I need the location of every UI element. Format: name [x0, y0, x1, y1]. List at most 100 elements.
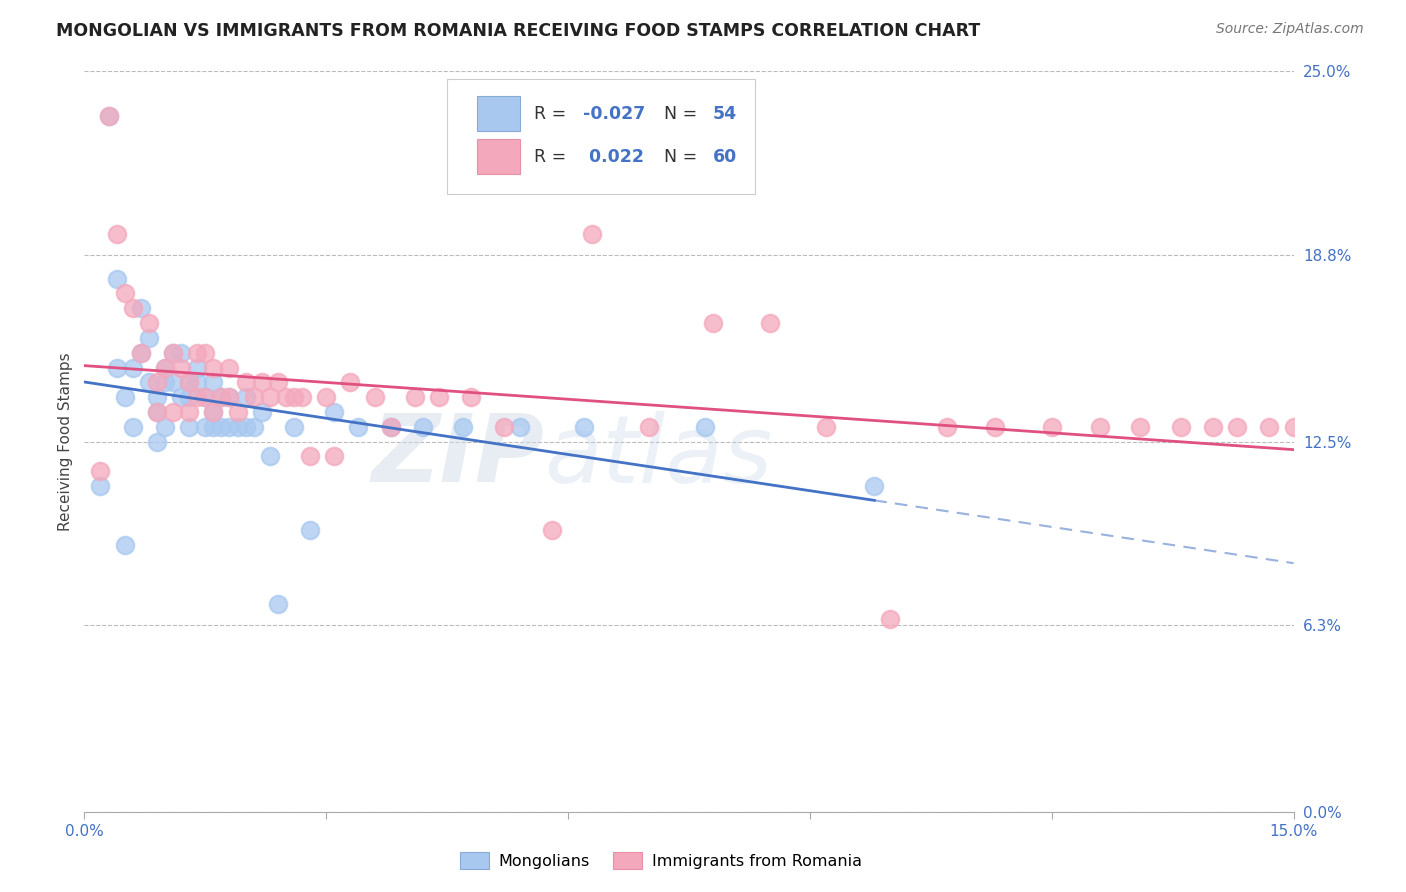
- Point: [179, 405, 201, 419]
- Text: 54: 54: [713, 104, 737, 122]
- Point: [218, 390, 240, 404]
- Point: [1088, 419, 1111, 434]
- Point: [153, 360, 176, 375]
- Point: [242, 390, 264, 404]
- Point: [97, 109, 120, 123]
- Point: [179, 376, 201, 390]
- Point: [315, 390, 337, 404]
- Point: [323, 450, 346, 464]
- Point: [121, 360, 143, 375]
- Y-axis label: Receiving Food Stamps: Receiving Food Stamps: [58, 352, 73, 531]
- Point: [138, 316, 160, 330]
- Point: [97, 109, 120, 123]
- Point: [105, 227, 128, 242]
- Point: [259, 390, 281, 404]
- Text: ZIP: ZIP: [371, 410, 544, 502]
- Point: [509, 419, 531, 434]
- Point: [451, 419, 474, 434]
- Point: [339, 376, 361, 390]
- Point: [250, 405, 273, 419]
- Point: [1202, 419, 1225, 434]
- FancyBboxPatch shape: [447, 78, 755, 194]
- Point: [170, 345, 193, 359]
- Point: [162, 405, 184, 419]
- Point: [863, 479, 886, 493]
- Point: [202, 419, 225, 434]
- Point: [1258, 419, 1281, 434]
- Point: [283, 419, 305, 434]
- Point: [291, 390, 314, 404]
- Point: [1226, 419, 1249, 434]
- Point: [218, 390, 240, 404]
- Point: [235, 376, 257, 390]
- Point: [202, 376, 225, 390]
- Point: [138, 331, 160, 345]
- Point: [758, 316, 780, 330]
- Point: [89, 464, 111, 478]
- Point: [121, 419, 143, 434]
- Point: [146, 376, 169, 390]
- Point: [170, 390, 193, 404]
- Point: [814, 419, 837, 434]
- Point: [186, 376, 208, 390]
- Point: [105, 360, 128, 375]
- Point: [984, 419, 1007, 434]
- Point: [153, 360, 176, 375]
- Point: [267, 376, 290, 390]
- Point: [1282, 419, 1305, 434]
- Point: [114, 390, 136, 404]
- Point: [235, 390, 257, 404]
- Point: [218, 419, 240, 434]
- Point: [179, 390, 201, 404]
- Point: [146, 405, 169, 419]
- Point: [259, 450, 281, 464]
- Point: [209, 390, 232, 404]
- Point: [146, 434, 169, 449]
- Text: N =: N =: [652, 147, 703, 166]
- Point: [162, 376, 184, 390]
- Point: [274, 390, 297, 404]
- Point: [637, 419, 659, 434]
- Point: [186, 390, 208, 404]
- Point: [693, 419, 716, 434]
- Point: [209, 390, 232, 404]
- Point: [114, 286, 136, 301]
- Point: [202, 405, 225, 419]
- Point: [179, 376, 201, 390]
- Point: [162, 345, 184, 359]
- Point: [226, 419, 249, 434]
- Text: 0.022: 0.022: [582, 147, 644, 166]
- Text: Source: ZipAtlas.com: Source: ZipAtlas.com: [1216, 22, 1364, 37]
- Point: [299, 524, 322, 538]
- Point: [267, 598, 290, 612]
- Point: [283, 390, 305, 404]
- Point: [153, 419, 176, 434]
- Point: [194, 419, 217, 434]
- Point: [581, 227, 603, 242]
- Point: [492, 419, 515, 434]
- Point: [935, 419, 957, 434]
- Point: [380, 419, 402, 434]
- Point: [194, 390, 217, 404]
- Point: [242, 419, 264, 434]
- Point: [218, 360, 240, 375]
- Point: [427, 390, 450, 404]
- Point: [460, 390, 482, 404]
- Point: [105, 271, 128, 285]
- Point: [1040, 419, 1063, 434]
- Point: [162, 345, 184, 359]
- Point: [363, 390, 385, 404]
- Point: [186, 360, 208, 375]
- Point: [1170, 419, 1192, 434]
- Text: R =: R =: [534, 147, 572, 166]
- Text: R =: R =: [534, 104, 572, 122]
- Point: [121, 301, 143, 316]
- Text: atlas: atlas: [544, 411, 772, 502]
- Point: [114, 538, 136, 552]
- Point: [380, 419, 402, 434]
- Legend: Mongolians, Immigrants from Romania: Mongolians, Immigrants from Romania: [454, 846, 868, 875]
- Point: [347, 419, 370, 434]
- Point: [235, 419, 257, 434]
- Text: N =: N =: [652, 104, 703, 122]
- FancyBboxPatch shape: [478, 139, 520, 174]
